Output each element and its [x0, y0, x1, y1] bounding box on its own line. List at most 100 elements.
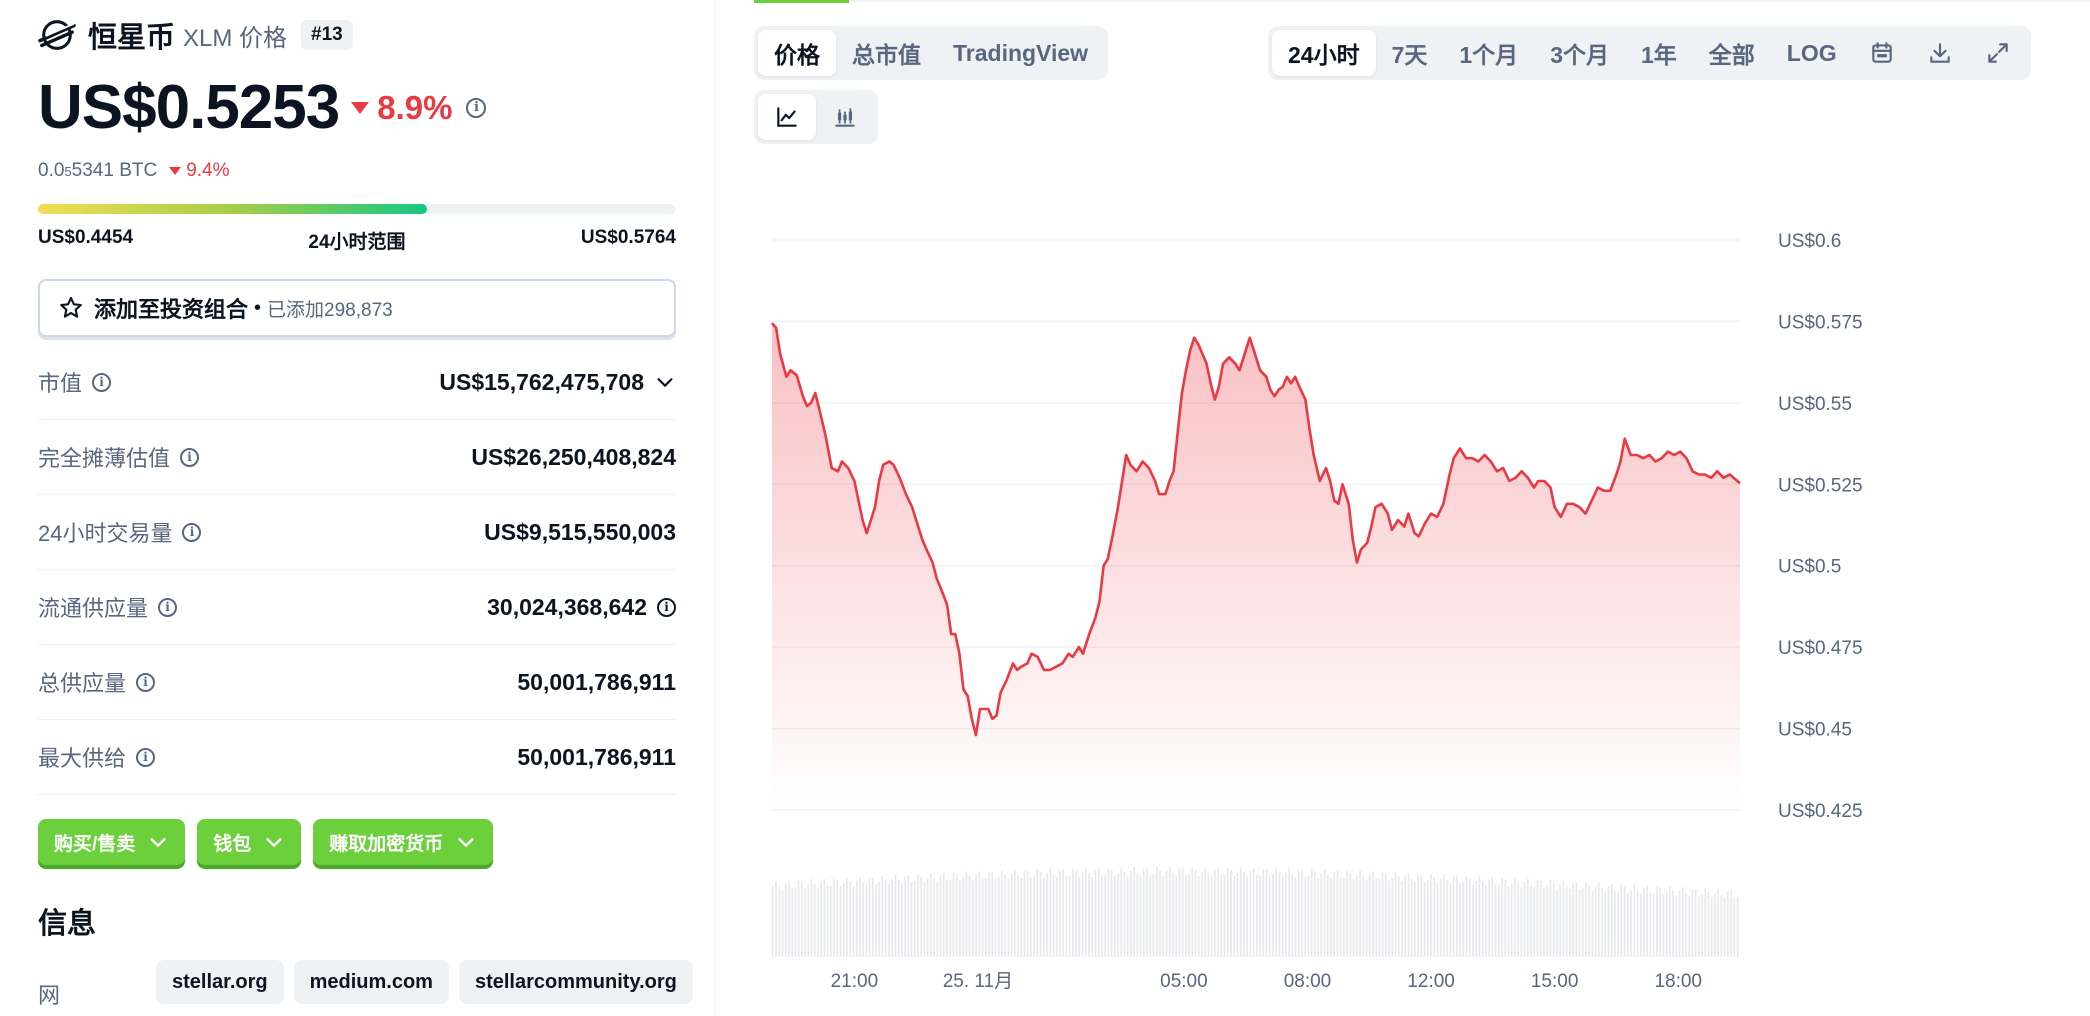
volume-bar: [781, 889, 784, 957]
volume-bar: [1010, 873, 1013, 957]
volume-bar: [849, 881, 851, 957]
volume-bar: [1288, 868, 1290, 957]
volume-bar: [920, 876, 922, 957]
volume-bar: [1220, 874, 1223, 957]
volume-bar: [1178, 869, 1181, 957]
info-icon[interactable]: i: [136, 672, 156, 692]
volume-bar: [1427, 880, 1429, 957]
volume-bar: [1388, 880, 1390, 957]
volume-bar: [872, 877, 874, 957]
y-axis-ticks: US$0.6 US$0.575 US$0.55 US$0.525 US$0.5 US$0.…: [1778, 231, 1863, 822]
tab-range-all[interactable]: 全部: [1708, 42, 1755, 68]
volume-bar: [1417, 874, 1419, 957]
x-tick-label: 05:00: [1160, 971, 1208, 992]
volume-bar: [1627, 893, 1629, 957]
info-icon[interactable]: i: [466, 97, 487, 118]
volume-bar: [1523, 881, 1526, 957]
volume-bar: [1317, 878, 1319, 957]
add-to-portfolio-button[interactable]: 添加至投资组合 • 已添加298,873: [38, 279, 676, 337]
info-icon[interactable]: i: [158, 597, 178, 617]
calendar-button[interactable]: [1853, 30, 1911, 76]
volume-bar: [1327, 875, 1329, 957]
chart-type-tabs: [754, 90, 878, 144]
line-chart-button[interactable]: [758, 94, 816, 140]
volume-bar: [1117, 873, 1119, 957]
volume-bar: [1152, 873, 1155, 957]
info-icon[interactable]: i: [92, 372, 112, 392]
volume-bar: [1714, 893, 1716, 957]
volume-bar: [1110, 869, 1113, 957]
volume-bar: [1646, 885, 1648, 957]
fullscreen-button[interactable]: [1969, 30, 2027, 76]
candlestick-icon: [835, 108, 855, 127]
range-label: 24小时范围: [308, 232, 406, 253]
volume-bar: [914, 880, 916, 957]
volume-bar: [1736, 897, 1739, 957]
volume-bar: [1062, 869, 1064, 957]
tab-price[interactable]: 价格: [758, 30, 836, 76]
tab-range-7d[interactable]: 7天: [1391, 42, 1428, 68]
volume-bar: [985, 878, 987, 957]
download-button[interactable]: [1911, 30, 1969, 76]
volume-bar: [868, 877, 871, 957]
volume-bar: [1504, 879, 1507, 957]
volume-bar: [1572, 883, 1574, 957]
volume-bar: [1114, 876, 1116, 957]
x-tick-label: 25. 11月: [943, 971, 1013, 992]
link-stellarcommunity-org[interactable]: stellarcommunity.org: [458, 960, 693, 1004]
volume-bar: [1210, 876, 1213, 957]
volume-bar: [1368, 873, 1371, 957]
volume-bar: [1478, 875, 1481, 957]
volume-bar: [939, 875, 942, 957]
volume-bar: [1055, 877, 1058, 957]
volume-bar: [1294, 877, 1297, 957]
stat-label: 市值: [38, 371, 83, 396]
volume-bar: [1381, 872, 1384, 957]
volume-bar: [1407, 872, 1410, 957]
volume-bar: [1723, 898, 1726, 957]
buy-sell-button[interactable]: 购买/售卖: [38, 819, 186, 865]
tab-range-3m[interactable]: 3个月: [1550, 42, 1609, 68]
chart-panel: 价格 总市值 TradingView 24小时 7天 1个月 3个月 1年 全部…: [716, 0, 2090, 1016]
y-tick-label: US$0.475: [1778, 638, 1863, 659]
volume-bar: [1430, 873, 1432, 957]
info-icon[interactable]: i: [180, 447, 200, 467]
tab-range-24h[interactable]: 24小时: [1272, 30, 1376, 76]
volume-bar: [923, 882, 926, 957]
tab-range-1y[interactable]: 1年: [1640, 42, 1677, 68]
volume-bar: [1598, 882, 1600, 957]
y-tick-label: US$0.575: [1778, 312, 1863, 333]
chevron-down-icon[interactable]: [654, 371, 676, 393]
volume-bar: [1172, 872, 1174, 957]
info-icon[interactable]: i: [136, 747, 156, 767]
info-icon[interactable]: i: [182, 522, 202, 542]
top-divider: [754, 0, 2090, 2]
candlestick-button[interactable]: [816, 94, 874, 140]
volume-bar: [826, 885, 829, 957]
wallet-button[interactable]: 钱包: [197, 819, 302, 865]
price-chart[interactable]: US$0.6 US$0.575 US$0.55 US$0.525 US$0.5 US$0.…: [716, 0, 2090, 1016]
tab-range-1m[interactable]: 1个月: [1459, 42, 1519, 68]
link-stellar-org[interactable]: stellar.org: [156, 960, 284, 1004]
volume-bar: [1543, 887, 1545, 957]
stat-value: 50,001,786,911: [517, 668, 676, 695]
y-tick-label: US$0.425: [1778, 801, 1863, 822]
tab-tradingview[interactable]: TradingView: [953, 39, 1089, 66]
volume-bar: [894, 874, 897, 957]
volume-bar: [888, 884, 890, 957]
tab-market-cap[interactable]: 总市值: [852, 42, 921, 68]
caret-down-icon: [351, 101, 370, 114]
earn-crypto-button[interactable]: 赚取加密货币: [313, 819, 494, 865]
volume-bar: [1494, 884, 1497, 957]
volume-bar: [1323, 869, 1326, 957]
info-icon[interactable]: i: [657, 597, 676, 617]
range-24h-fill: [38, 204, 428, 214]
tab-log-scale[interactable]: LOG: [1786, 39, 1837, 66]
volume-bar: [775, 881, 777, 957]
volume-bar: [788, 881, 790, 957]
link-medium-com[interactable]: medium.com: [293, 960, 449, 1004]
chevron-down-icon: [458, 838, 474, 847]
volume-bar: [1052, 874, 1055, 957]
volume-bar: [1607, 885, 1610, 957]
portfolio-count: 已添加298,873: [267, 299, 393, 321]
